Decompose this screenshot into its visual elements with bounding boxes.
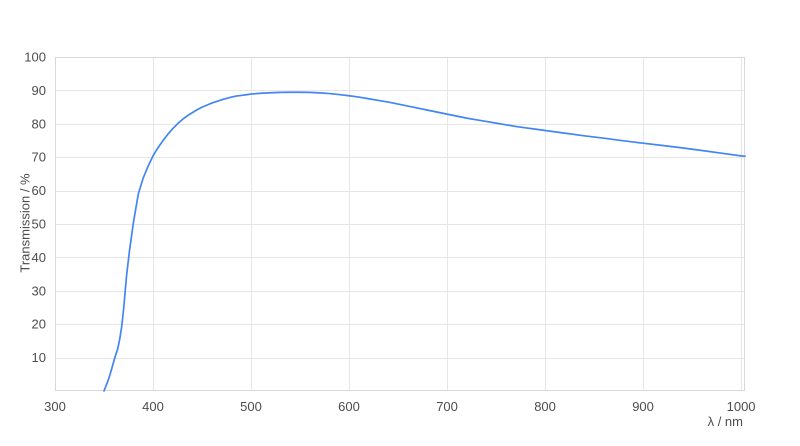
y-tick-label: 60 xyxy=(32,183,46,198)
y-tick-label: 80 xyxy=(32,116,46,131)
y-tick-label: 30 xyxy=(32,283,46,298)
x-tick-label: 400 xyxy=(142,399,164,414)
plot-border xyxy=(55,57,745,391)
y-tick-label: 100 xyxy=(24,50,46,65)
y-tick-label: 70 xyxy=(32,150,46,165)
x-tick-label: 300 xyxy=(44,399,66,414)
x-tick-label: 800 xyxy=(534,399,556,414)
x-axis-title: λ / nm xyxy=(707,414,743,429)
x-tick-label: 700 xyxy=(436,399,458,414)
x-tick-label: 1000 xyxy=(727,399,756,414)
transmission-curve xyxy=(103,91,746,392)
y-tick-label: 10 xyxy=(32,350,46,365)
y-axis-title: Transmission / % xyxy=(17,173,33,273)
x-tick-label: 500 xyxy=(240,399,262,414)
x-tick-label: 600 xyxy=(338,399,360,414)
x-tick-label: 900 xyxy=(632,399,654,414)
y-tick-label: 20 xyxy=(32,317,46,332)
y-tick-label: 50 xyxy=(32,217,46,232)
y-tick-label: 90 xyxy=(32,83,46,98)
y-tick-label: 40 xyxy=(32,250,46,265)
